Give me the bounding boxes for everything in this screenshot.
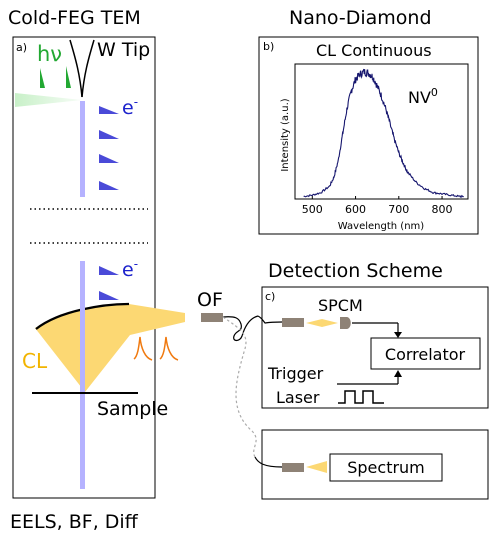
hv-label: hν — [37, 42, 62, 66]
electron-pulse-icon — [99, 266, 119, 275]
spcm-label: SPCM — [318, 296, 363, 315]
electron-pulse-icon — [99, 106, 119, 114]
electron-pulse-icon — [99, 181, 119, 190]
trigger-label: Trigger — [267, 364, 324, 383]
square-wave-icon — [338, 390, 384, 404]
panel-b-letter: b) — [263, 40, 274, 53]
fiber-coupler-spcm — [282, 318, 304, 327]
detection-panel-frame — [261, 286, 489, 409]
electron-pulse-icon — [99, 130, 119, 139]
laser-label: Laser — [276, 388, 320, 407]
diverging-light-icon — [306, 461, 327, 473]
cl-label: CL — [22, 349, 48, 373]
electron-pulse-icon — [99, 154, 119, 163]
laser-beam — [15, 93, 82, 107]
spcm-detector-icon — [340, 317, 351, 329]
photon-pulse-1-icon — [133, 336, 153, 361]
y-axis-label: Intensity (a.u.) — [280, 98, 291, 171]
tem-panel-frame — [12, 36, 156, 499]
fiber-to-spectrometer — [222, 316, 257, 458]
x-axis-label: Wavelength (nm) — [338, 221, 424, 232]
electron-pulse-icon — [99, 291, 119, 300]
x-tick-label: 800 — [432, 203, 453, 216]
x-tick-label: 700 — [388, 203, 409, 216]
fiber-into-detection — [257, 315, 283, 324]
sample-label: Sample — [97, 398, 168, 420]
chart-title: CL Continuous — [316, 41, 432, 60]
nano-diamond-title: Nano-Diamond — [289, 7, 432, 29]
w-tip-label: W Tip — [97, 39, 150, 61]
arrow-down-icon — [394, 332, 402, 338]
nano-panel-frame — [258, 36, 479, 235]
w-tip-right — [81, 39, 95, 98]
spectrum-series-line — [303, 68, 464, 199]
panel-c-letter: c) — [265, 290, 275, 303]
correlator-box — [370, 337, 481, 370]
hv-pulse-2-icon — [66, 66, 71, 88]
fiber-to-spcm — [222, 315, 259, 342]
x-ticks: 500 600 700 800 — [302, 196, 453, 216]
hv-pulse-1-icon — [40, 68, 45, 88]
cl-cone — [35, 304, 185, 392]
tem-title: Cold-FEG TEM — [8, 7, 141, 29]
panel-a-letter: a) — [16, 41, 27, 54]
optical-fiber-label: OF — [197, 289, 223, 311]
plot-area — [294, 63, 469, 200]
w-tip-left — [69, 39, 83, 98]
electron-beam-lower — [80, 261, 85, 489]
electron-beam-upper — [80, 101, 85, 197]
x-tick-label: 600 — [345, 203, 366, 216]
arrow-up-icon — [394, 370, 402, 377]
spectrum-label: Spectrum — [347, 458, 425, 477]
photon-pulse-2-icon — [159, 336, 179, 361]
electron-label-bottom: e- — [122, 257, 138, 281]
fiber-coupler-tem — [201, 313, 223, 322]
nv0-annotation: NV0 — [408, 86, 438, 107]
x-tick-label: 500 — [302, 203, 323, 216]
detection-scheme-title: Detection Scheme — [268, 260, 443, 282]
electron-label-top: e- — [122, 95, 138, 119]
focused-light-icon — [306, 319, 338, 327]
spectrum-box — [329, 453, 443, 482]
fiber-coupler-spectrometer — [282, 463, 304, 472]
fiber-into-spectrometer — [254, 456, 283, 468]
correlator-label: Correlator — [385, 345, 466, 364]
bottom-detectors-label: EELS, BF, Diff — [10, 511, 139, 533]
